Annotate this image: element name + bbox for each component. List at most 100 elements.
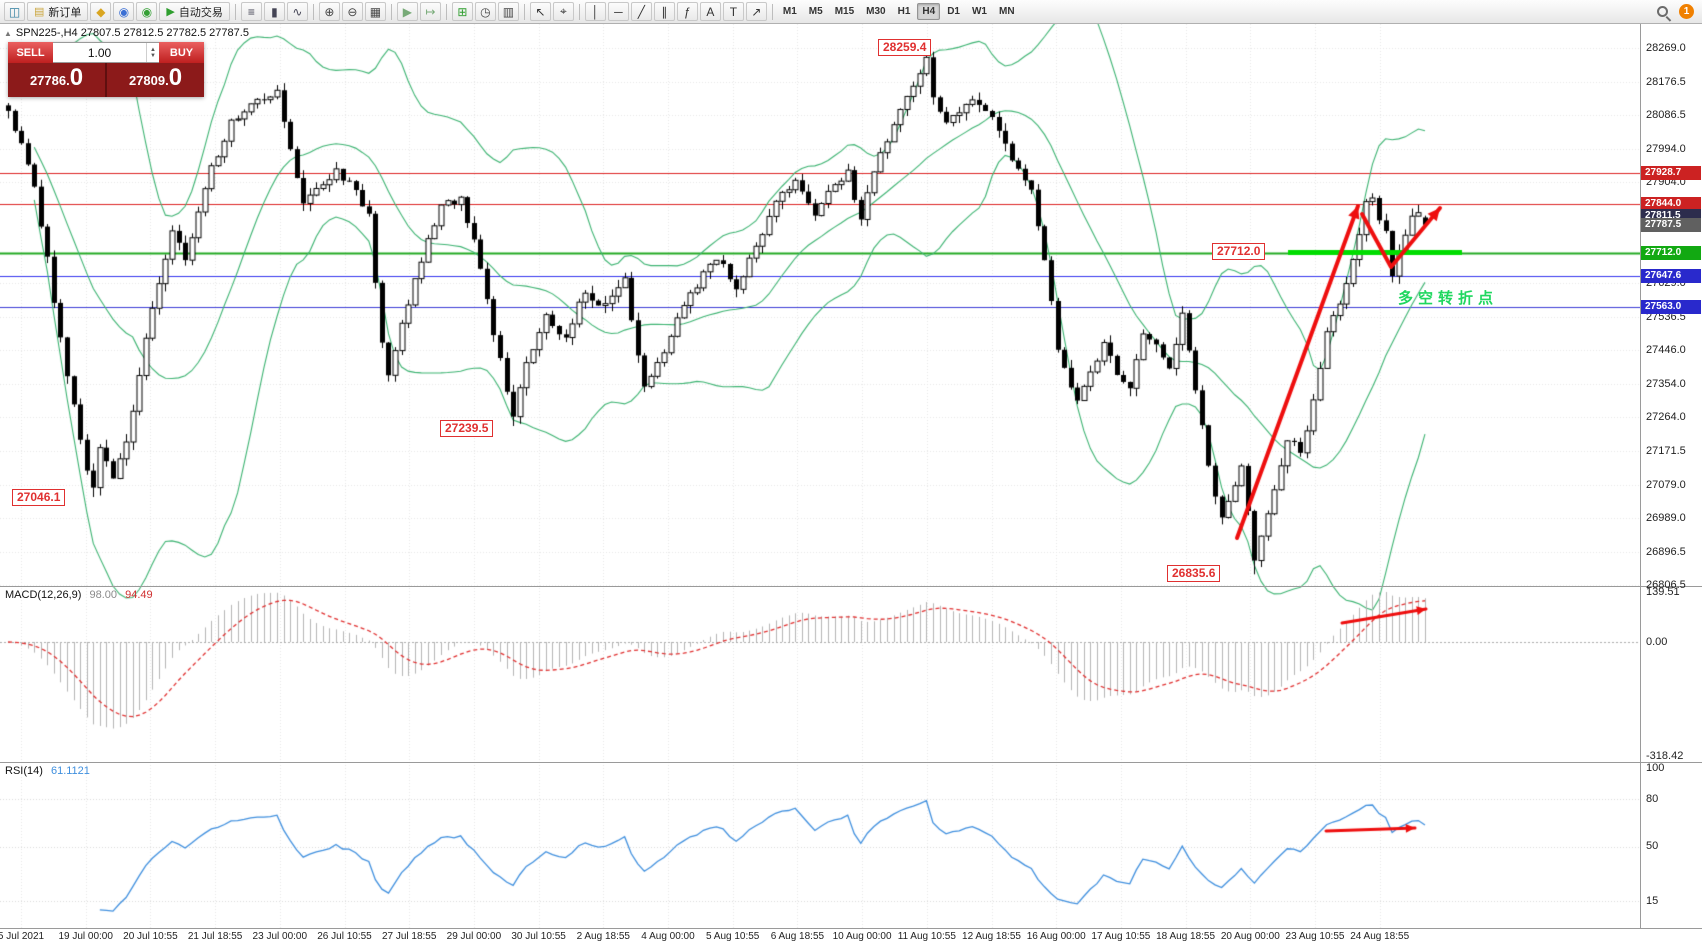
notification-badge[interactable]: 1 [1679,4,1694,19]
timeframe-w1-button[interactable]: W1 [971,6,987,17]
rsi-indicator-label: RSI(14) 61.1121 [5,765,90,777]
auto-trading-label: 自动交易 [178,6,223,19]
bull-bear-turning-point-text: 多空转折点 [1398,290,1499,307]
candle-chart-mode-button[interactable]: ▮ [263,2,285,21]
chart-window-button[interactable]: ◫ [4,2,25,21]
new-chart-icon: ⊞ [457,4,468,19]
macd-tick: -318.42 [1646,750,1684,762]
trade-panel-top-row: SELL ▲▼ BUY [8,42,204,63]
timeframe-m30-button[interactable]: M30 [866,6,886,17]
sell-price-small: 27786. [29,73,70,88]
new-order-button[interactable]: ▤ 新订单 [27,2,89,21]
time-label: 20 Aug 00:00 [1220,931,1280,942]
time-label: 27 Jul 18:55 [381,931,437,942]
vertical-line-tool-button[interactable]: │ [584,2,606,21]
price-tick: 27354.0 [1646,377,1686,390]
price-tick: 26896.5 [1646,545,1686,558]
time-label: 29 Jul 00:00 [446,931,502,942]
zoom-out-button[interactable]: ⊖ [341,2,363,21]
zoom-in-button[interactable]: ⊕ [318,2,340,21]
chart-shift-button[interactable]: ↦ [419,2,441,21]
trendline-tool-icon: ╱ [637,4,645,19]
price-marker: 27712.0 [1641,245,1701,260]
price-marker: 27647.6 [1641,269,1701,284]
channel-tool-button[interactable]: ∥ [653,2,675,21]
community-button[interactable]: ◉ [136,2,158,21]
trade-panel-price-row: 27786. 0 27809. 0 [8,63,204,97]
channel-tool-icon: ∥ [661,4,668,19]
fibonacci-tool-button[interactable]: ƒ [676,2,698,21]
buy-button[interactable]: BUY [159,42,204,63]
timeframe-m5-button[interactable]: M5 [808,6,823,17]
time-label: 16 Aug 00:00 [1026,931,1086,942]
vertical-line-tool-icon: │ [591,4,600,19]
market-watch-button[interactable]: ◆ [90,2,112,21]
horizontal-line-tool-button[interactable]: ─ [607,2,629,21]
auto-trading-button[interactable]: ▶ 自动交易 [159,2,230,21]
crosshair-tool-button[interactable]: ⌖ [552,2,574,21]
main-macd-separator[interactable] [0,586,1702,587]
symbol-info: ▲ SPN225-,H4 27807.5 27812.5 27782.5 277… [4,27,249,39]
time-label: 26 Jul 10:55 [317,931,372,942]
rsi-value: 61.1121 [50,765,90,777]
auto-trading-icon: ▶ [166,6,175,18]
price-tick: 28269.0 [1646,42,1686,54]
volume-input[interactable] [53,45,146,60]
candle-chart-mode-icon: ▮ [271,4,278,19]
price-callout: 27239.5 [440,420,494,437]
timeframe-d1-button[interactable]: D1 [947,6,960,17]
text-tool-button[interactable]: A [699,2,721,21]
time-label: 10 Aug 00:00 [832,931,892,942]
new-chart-button[interactable]: ⊞ [451,2,473,21]
label-tool-button[interactable]: T [722,2,744,21]
chart-plot[interactable] [0,0,1640,928]
horizontal-line-tool-icon: ─ [614,4,623,19]
period-clock-button[interactable]: ◷ [474,2,496,21]
macd-signal-value: 94.49 [125,589,153,601]
price-marker: 27563.0 [1641,300,1701,315]
market-watch-icon: ◆ [96,4,106,19]
sell-price[interactable]: 27786. 0 [8,63,105,97]
timeframe-m15-button[interactable]: M15 [834,6,855,17]
buy-price-big: 0 [168,64,183,91]
price-callout: 27046.1 [12,489,66,506]
toolbar-separator [445,3,447,20]
price-tick: 26806.5 [1646,579,1686,591]
zoom-in-icon: ⊕ [324,4,335,19]
time-label: 23 Aug 10:55 [1285,931,1345,942]
price-divider [105,63,107,97]
price-callout: 28259.4 [878,39,932,56]
price-callout: 27712.0 [1212,243,1266,260]
auto-scroll-button[interactable]: ▶ [396,2,418,21]
time-axis[interactable]: 5 Jul 2021 19 Jul 00:00 20 Jul 10:55 21 Jul… [0,929,1640,946]
search-icon[interactable] [1652,2,1673,21]
timeframe-h4-button[interactable]: H4 [917,3,941,20]
macd-indicator-label: MACD(12,26,9) 98.00 94.49 [5,589,153,601]
time-label: 5 Aug 10:55 [705,931,760,942]
macd-rsi-separator[interactable] [0,762,1702,763]
collapse-panel-icon[interactable]: ▲ [4,28,12,38]
bar-chart-mode-button[interactable]: ≡ [240,2,262,21]
chart-window-icon: ◫ [8,4,21,19]
cursor-tool-button[interactable]: ↖ [529,2,551,21]
toolbar-separator [523,3,525,20]
buy-price[interactable]: 27809. 0 [107,63,204,97]
line-chart-mode-button[interactable]: ∿ [286,2,308,21]
tile-windows-button[interactable]: ▦ [364,2,386,21]
data-window-button[interactable]: ◉ [113,2,135,21]
timeframe-h1-button[interactable]: H1 [897,6,911,17]
arrows-tool-button[interactable]: ↗ [745,2,767,21]
buy-price-small: 27809. [128,73,169,88]
trendline-tool-button[interactable]: ╱ [630,2,652,21]
community-icon: ◉ [141,4,153,19]
symbol-ohlc-text: SPN225-,H4 27807.5 27812.5 27782.5 27787… [15,27,249,39]
templates-button[interactable]: ▥ [497,2,519,21]
time-label: 17 Aug 10:55 [1091,931,1151,942]
price-tick: 27264.0 [1646,411,1686,423]
volume-stepper[interactable]: ▲ ▼ [146,43,159,62]
time-label: 2 Aug 18:55 [576,931,630,942]
price-tick: 27994.0 [1646,142,1686,155]
timeframe-mn-button[interactable]: MN [998,6,1015,17]
timeframe-m1-button[interactable]: M1 [782,6,797,17]
sell-button[interactable]: SELL [8,42,53,63]
